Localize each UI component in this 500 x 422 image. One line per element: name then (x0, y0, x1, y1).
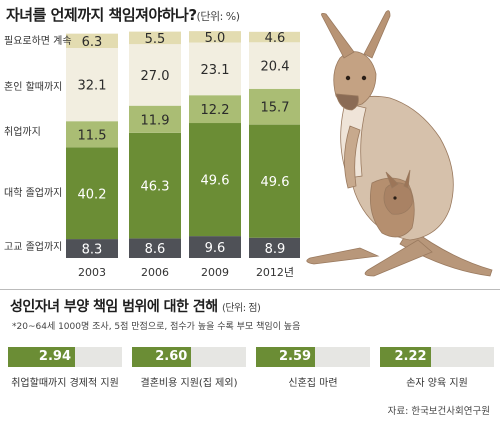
score-category-label: 손자 양육 지원 (406, 378, 468, 389)
bar-segment (189, 31, 241, 43)
bar-segment (129, 132, 181, 239)
bar-value-label: 5.5 (145, 32, 166, 47)
score-category-label: 취업할때까지 경제적 지원 (11, 378, 119, 389)
bar-segment (66, 48, 118, 122)
bar-segment (66, 239, 118, 258)
bar-value-label: 49.6 (201, 174, 230, 189)
source-note: 자료: 한국보건사회연구원 (387, 406, 490, 417)
bar-value-label: 32.1 (78, 79, 107, 94)
section2-title: 성인자녀 부양 책임 범위에 대한 견해 (단위: 점) (10, 299, 261, 315)
bar-segment (249, 124, 300, 238)
bar-value-label: 4.6 (265, 31, 286, 46)
section-divider (0, 289, 500, 290)
bar-segment (129, 105, 181, 133)
bar-segment (249, 237, 300, 258)
bar-value-label: 27.0 (141, 69, 170, 84)
bar-value-label: 8.3 (82, 243, 103, 258)
x-tick-label: 2003 (78, 266, 106, 279)
bar-segment (249, 31, 300, 43)
score-bar: 2.60 (132, 347, 192, 367)
bar-value-label: 49.6 (261, 175, 290, 190)
bar-value-label: 8.6 (145, 242, 166, 257)
score-track: 2.94 (8, 347, 122, 367)
bar-value-label: 11.9 (141, 113, 170, 128)
score-bar: 2.94 (8, 347, 75, 367)
bar-segment (189, 42, 241, 96)
x-tick-label: 2012년 (256, 266, 294, 279)
score-track: 2.59 (256, 347, 370, 367)
x-tick-label: 2006 (141, 266, 169, 279)
score-category-label: 신혼집 마련 (288, 378, 338, 389)
bar-value-label: 46.3 (141, 180, 170, 195)
stacked-bar-chart: 8.3 40.2 11.5 32.1 6.3 2003 8.6 46.3 11.9 27.0 5.5… (66, 31, 300, 279)
bar-value-label: 20.4 (261, 60, 290, 75)
bar-value-label: 9.6 (205, 241, 226, 256)
score-bar: 2.22 (380, 347, 431, 367)
bar-value-label: 23.1 (201, 63, 230, 78)
bar-value-label: 8.9 (265, 242, 286, 257)
bar-segment (189, 95, 241, 124)
legend-label-university: 대학 졸업까지 (4, 188, 63, 199)
legend-label-needed-forever: 필요로하면 계속 (4, 36, 72, 47)
chart-unit: (단위: %) (196, 10, 240, 23)
bar-segment (249, 88, 300, 125)
section2-note: *20~64세 1000명 조사, 5점 만점으로, 점수가 높을 수록 부모 … (12, 322, 301, 332)
chart-title: 자녀를 언제까지 책임져야하나?(단위: %) (6, 6, 240, 24)
legend-label-highschool: 고교 졸업까지 (4, 242, 63, 253)
score-bar: 2.59 (256, 347, 316, 367)
bar-segment (66, 121, 118, 148)
bar-segment (66, 147, 118, 240)
bar-segment (189, 236, 241, 258)
bar-value-label: 40.2 (78, 187, 107, 202)
section2-unit: (단위: 점) (221, 303, 261, 314)
bar-value-label: 15.7 (261, 101, 290, 116)
x-tick-label: 2009 (201, 266, 229, 279)
bar-segment (129, 31, 181, 45)
score-category-label: 결혼비용 지원(집 제외) (140, 378, 238, 389)
score-track: 2.60 (132, 347, 246, 367)
score-track: 2.22 (380, 347, 494, 367)
kangaroo-image (306, 10, 493, 277)
bar-value-label: 5.0 (205, 31, 226, 46)
legend-label-employment: 취업까지 (4, 127, 41, 138)
bar-segment (66, 33, 118, 49)
legend-label-marriage: 혼인 할때까지 (4, 82, 63, 93)
bar-segment (129, 238, 181, 258)
bar-segment (249, 42, 300, 89)
bar-value-label: 6.3 (82, 35, 103, 50)
bar-segment (189, 123, 241, 237)
bar-value-label: 12.2 (201, 103, 230, 118)
bar-segment (129, 44, 181, 106)
bar-value-label: 11.5 (78, 128, 107, 143)
